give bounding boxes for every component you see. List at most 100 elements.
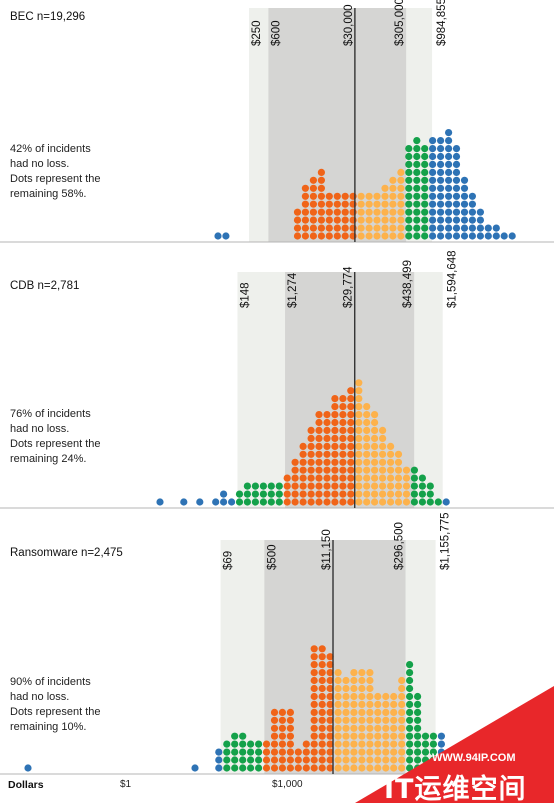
loss-dot bbox=[374, 724, 382, 732]
loss-dot bbox=[413, 160, 421, 168]
loss-dot bbox=[239, 740, 247, 748]
loss-dot bbox=[326, 724, 334, 732]
loss-dot bbox=[222, 232, 230, 240]
loss-dot bbox=[278, 740, 286, 748]
loss-dot bbox=[278, 756, 286, 764]
loss-dot bbox=[307, 466, 315, 474]
loss-dot bbox=[347, 442, 355, 450]
loss-dot bbox=[421, 192, 429, 200]
loss-dot bbox=[302, 740, 310, 748]
loss-dot bbox=[349, 216, 357, 224]
loss-dot bbox=[215, 764, 223, 772]
loss-dot bbox=[223, 740, 231, 748]
loss-dot bbox=[310, 724, 318, 732]
percentile-label: $11,150 bbox=[321, 529, 333, 570]
loss-dot bbox=[452, 208, 461, 216]
loss-dot bbox=[307, 442, 315, 450]
percentile-label: $600 bbox=[270, 20, 282, 46]
loss-dot bbox=[347, 490, 355, 498]
loss-dot bbox=[315, 426, 323, 434]
loss-dot bbox=[355, 466, 363, 474]
loss-dot bbox=[379, 458, 387, 466]
loss-dot bbox=[318, 740, 326, 748]
loss-dot bbox=[349, 232, 357, 240]
loss-dot bbox=[349, 192, 357, 200]
loss-dot bbox=[355, 395, 363, 403]
loss-dot bbox=[373, 216, 381, 224]
loss-dot bbox=[414, 692, 422, 701]
loss-dot bbox=[262, 748, 271, 756]
loss-dot bbox=[402, 474, 411, 482]
loss-dot bbox=[445, 152, 453, 161]
loss-dot bbox=[309, 232, 317, 240]
loss-dot bbox=[429, 152, 437, 161]
loss-dot bbox=[365, 224, 373, 232]
loss-dot bbox=[373, 192, 381, 200]
loss-dot bbox=[406, 756, 414, 764]
loss-dot bbox=[406, 676, 414, 685]
loss-dot bbox=[220, 490, 228, 498]
loss-dot bbox=[374, 756, 382, 764]
loss-dot bbox=[358, 732, 366, 740]
loss-dot bbox=[357, 232, 365, 240]
loss-dot bbox=[231, 764, 239, 772]
loss-dot bbox=[267, 482, 275, 490]
loss-dot bbox=[437, 200, 445, 208]
loss-dot bbox=[318, 661, 326, 669]
loss-dot bbox=[406, 700, 414, 709]
loss-dot bbox=[410, 498, 418, 506]
loss-dot bbox=[235, 490, 244, 498]
loss-dot bbox=[460, 192, 469, 200]
loss-dot bbox=[429, 200, 437, 208]
loss-dot bbox=[476, 216, 484, 224]
loss-dot bbox=[492, 224, 500, 232]
loss-dot bbox=[398, 764, 406, 772]
loss-dot bbox=[414, 716, 422, 724]
loss-dot bbox=[302, 756, 310, 764]
loss-dot bbox=[398, 684, 406, 693]
loss-dot bbox=[468, 216, 476, 224]
loss-dot bbox=[468, 224, 476, 232]
loss-dot bbox=[334, 764, 342, 772]
loss-dot bbox=[437, 152, 445, 161]
loss-dot bbox=[355, 490, 363, 498]
loss-dot bbox=[323, 426, 331, 434]
loss-dot bbox=[255, 756, 263, 764]
loss-dot bbox=[379, 474, 387, 482]
loss-dot bbox=[357, 200, 365, 208]
loss-dot bbox=[278, 748, 286, 756]
loss-dot bbox=[397, 192, 405, 200]
loss-dot bbox=[350, 732, 358, 740]
loss-dot bbox=[468, 192, 476, 200]
loss-dot bbox=[196, 498, 204, 506]
loss-dot bbox=[310, 645, 318, 653]
loss-dot bbox=[390, 748, 398, 756]
loss-dot bbox=[293, 216, 302, 224]
loss-dot bbox=[381, 200, 389, 208]
loss-dot bbox=[275, 498, 283, 506]
loss-dot bbox=[293, 224, 302, 232]
loss-dot bbox=[406, 716, 414, 724]
loss-dot bbox=[318, 692, 326, 701]
loss-dot bbox=[379, 450, 387, 458]
loss-dot bbox=[291, 474, 299, 482]
loss-dot bbox=[418, 474, 426, 482]
loss-dot bbox=[325, 192, 333, 200]
loss-dot bbox=[445, 192, 453, 200]
loss-dot bbox=[389, 176, 397, 184]
panel-note-ransomware: 90% of incidents had no loss. Dots repre… bbox=[10, 676, 101, 733]
loss-dot bbox=[429, 740, 437, 748]
loss-dot bbox=[484, 232, 492, 240]
loss-dot bbox=[259, 482, 267, 490]
loss-dot bbox=[310, 740, 318, 748]
loss-dot bbox=[394, 466, 403, 474]
loss-dot bbox=[365, 192, 373, 200]
loss-dot bbox=[299, 482, 307, 490]
loss-dot bbox=[342, 756, 350, 764]
loss-dot bbox=[476, 232, 484, 240]
loss-dot bbox=[355, 434, 363, 442]
loss-dot bbox=[355, 411, 363, 419]
loss-dot bbox=[323, 466, 331, 474]
panel-title-ransomware: Ransomware n=2,475 bbox=[10, 547, 123, 559]
loss-dot bbox=[374, 716, 382, 724]
